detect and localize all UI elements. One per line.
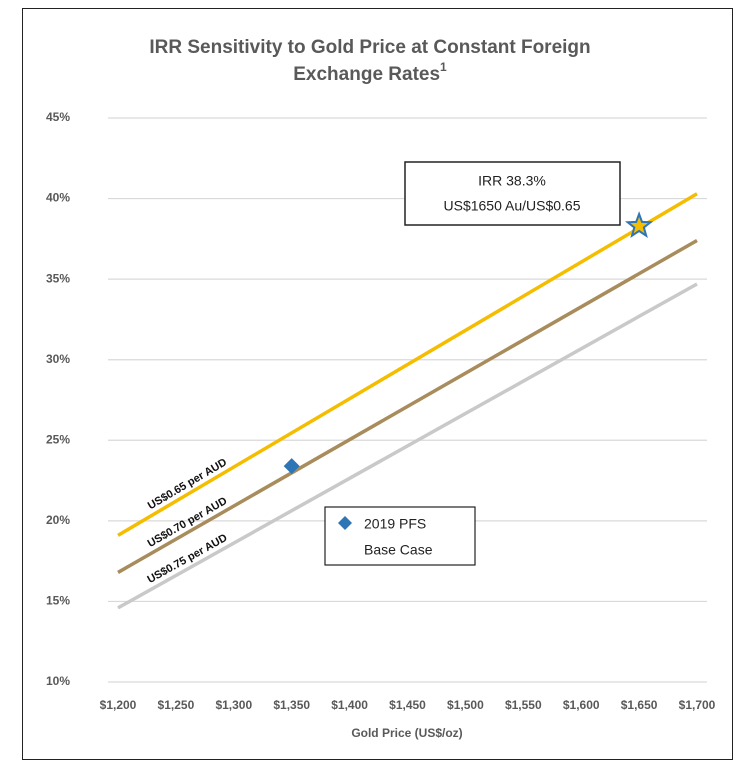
marker-diamond bbox=[283, 458, 300, 475]
annotation-border bbox=[404, 161, 621, 226]
x-tick-label: $1,200 bbox=[100, 698, 137, 712]
x-tick-label: $1,650 bbox=[621, 698, 658, 712]
title-text: IRR Sensitivity to Gold Price at Constan… bbox=[149, 37, 591, 85]
y-tick-label: 25% bbox=[46, 432, 70, 446]
x-tick-label: $1,250 bbox=[158, 698, 195, 712]
x-tick-label: $1,500 bbox=[447, 698, 484, 712]
annotation-text: IRR 38.3% bbox=[478, 173, 546, 189]
title-footnote: 1 bbox=[440, 60, 447, 74]
y-tick-label: 30% bbox=[46, 352, 70, 366]
x-tick-label: $1,700 bbox=[679, 698, 716, 712]
annotation-text: Base Case bbox=[364, 542, 433, 558]
series-line bbox=[117, 282, 698, 610]
annotation-box: 2019 PFS Base Case bbox=[324, 506, 476, 566]
series-line bbox=[117, 192, 698, 537]
x-tick-label: $1,450 bbox=[389, 698, 426, 712]
y-tick-label: 40% bbox=[46, 191, 70, 205]
x-tick-label: $1,400 bbox=[331, 698, 368, 712]
annotation-text: US$1650 Au/US$0.65 bbox=[444, 198, 581, 214]
y-tick-label: 10% bbox=[46, 674, 70, 688]
x-tick-label: $1,350 bbox=[273, 698, 310, 712]
annotation-box: IRR 38.3% US$1650 Au/US$0.65 bbox=[404, 161, 621, 226]
legend-diamond bbox=[338, 516, 352, 530]
marker-star bbox=[624, 211, 654, 239]
y-tick-label: 20% bbox=[46, 513, 70, 527]
y-tick-label: 15% bbox=[46, 594, 70, 608]
x-tick-label: $1,550 bbox=[505, 698, 542, 712]
chart-title: IRR Sensitivity to Gold Price at Constan… bbox=[120, 34, 620, 88]
x-axis-label: Gold Price (US$/oz) bbox=[351, 726, 462, 740]
chart-frame bbox=[22, 8, 733, 760]
annotation-border bbox=[324, 506, 476, 566]
annotation-text: 2019 PFS bbox=[364, 516, 426, 532]
x-tick-label: $1,600 bbox=[563, 698, 600, 712]
y-tick-label: 35% bbox=[46, 271, 70, 285]
y-tick-label: 45% bbox=[46, 110, 70, 124]
x-tick-label: $1,300 bbox=[215, 698, 252, 712]
series-line bbox=[117, 238, 698, 574]
